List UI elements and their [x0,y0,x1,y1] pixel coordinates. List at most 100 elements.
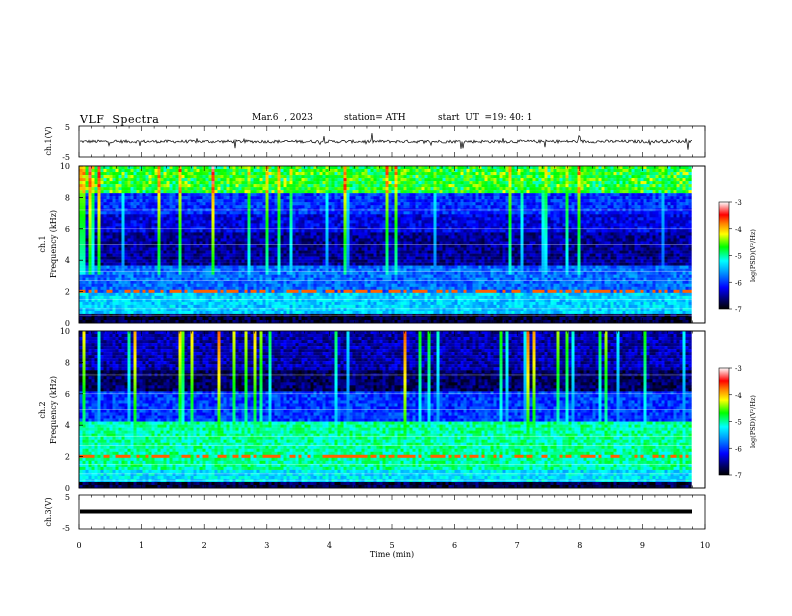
spectrogram-cell [169,226,173,230]
spectrogram-cell [325,232,329,236]
spectrogram-cell [193,193,197,197]
spectrogram-cell [571,235,575,239]
spectrogram-cell [142,187,146,191]
spectrogram-cell [505,214,509,218]
spectrogram-cell [334,181,338,185]
spectrogram-cell [658,235,662,239]
spectrogram-cell [88,178,92,182]
spectrogram-cell [448,217,452,221]
spectrogram-cell [670,235,674,239]
spectrogram-cell [460,166,464,170]
spectrogram-cell [541,181,545,185]
spectrogram-cell [481,226,485,230]
spectrogram-cell [85,184,89,188]
spectrogram-cell [436,184,440,188]
spectrogram-cell [508,175,512,179]
spectrogram-cell [667,169,671,173]
spectrogram-cell [319,214,323,218]
spectrogram-cell [562,199,566,203]
spectrogram-cell [85,223,89,227]
spectrogram-cell [448,214,452,218]
spectrogram-cell [481,199,485,203]
spectrogram-cell [280,187,284,191]
spectrogram-cell [298,202,302,206]
spectrogram-cell [457,172,461,176]
spectrogram-cell [241,217,245,221]
spectrogram-cell [325,172,329,176]
spectrogram-cell [658,232,662,236]
spectrogram-cell [331,205,335,209]
spectrogram-cell [442,184,446,188]
spectrogram-cell [154,202,158,206]
spectrogram-cell [133,172,137,176]
spectrogram-cell [289,169,293,173]
spectrogram-cell [304,232,308,236]
spectrogram-cell [487,178,491,182]
spectrogram-cell [121,181,125,185]
spectrogram-cell [403,229,407,233]
spectrogram-cell [649,235,653,239]
spectrogram-cell [226,172,230,176]
spectrogram-cell [241,199,245,203]
spectrogram-cell [202,217,206,221]
spectrogram-cell [631,178,635,182]
spectrogram-cell [373,175,377,179]
spectrogram-cell [136,238,140,242]
spectrogram-cell [505,199,509,203]
spectrogram-cell [319,172,323,176]
spectrogram-cell [562,211,566,215]
spectrogram-cell [637,184,641,188]
spectrogram-cell [481,214,485,218]
spectrogram-cell [445,193,449,197]
spectrogram-cell [226,184,230,188]
spectrogram-cell [673,235,677,239]
spectrogram-cell [598,205,602,209]
spectrogram-cell [529,217,533,221]
spectrogram-cell [595,184,599,188]
spectrogram-cell [436,205,440,209]
spectrogram-cell [103,166,107,170]
spectrogram-cell [382,193,386,197]
spectrogram-cell [556,196,560,200]
spectrogram-cell [160,181,164,185]
spectrogram-cell [244,238,248,242]
spectrogram-cell [226,220,230,224]
spectrogram-cell [160,202,164,206]
spectrogram-cell [571,232,575,236]
spectrogram-cell [205,172,209,176]
spectrogram-cell [160,223,164,227]
spectrogram-cell [445,169,449,173]
spectrogram-cell [319,211,323,215]
spectrogram-cell [586,190,590,194]
spectrogram-cell [382,232,386,236]
spectrogram-cell [493,190,497,194]
spectrogram-cell [172,178,176,182]
spectrogram-cell [232,235,236,239]
spectrogram-cell [121,214,125,218]
spectrogram-cell [82,190,86,194]
spectrogram-cell [490,172,494,176]
spectrogram-cell [322,187,326,191]
spectrogram-cell [589,223,593,227]
spectrogram-cell [91,238,95,242]
spectrogram-cell [439,199,443,203]
spectrogram-cell [211,235,215,239]
spectrogram-cell [412,184,416,188]
spectrogram-cell [679,193,683,197]
spectrogram-cell [448,175,452,179]
spectrogram-cell [343,214,347,218]
spectrogram-cell [331,175,335,179]
spectrogram-cell [118,166,122,170]
spectrogram-cell [355,181,359,185]
start-ut-value: 19: 40: 1 [492,113,532,123]
spectrogram-cell [544,166,548,170]
spectrogram-cell [445,202,449,206]
spectrogram-cell [484,232,488,236]
spectrogram-cell [190,226,194,230]
spectrogram-cell [211,220,215,224]
spectrogram-cell [457,199,461,203]
spectrogram-cell [652,196,656,200]
spectrogram-cell [133,199,137,203]
spectrogram-cell [154,217,158,221]
spectrogram-cell [367,196,371,200]
